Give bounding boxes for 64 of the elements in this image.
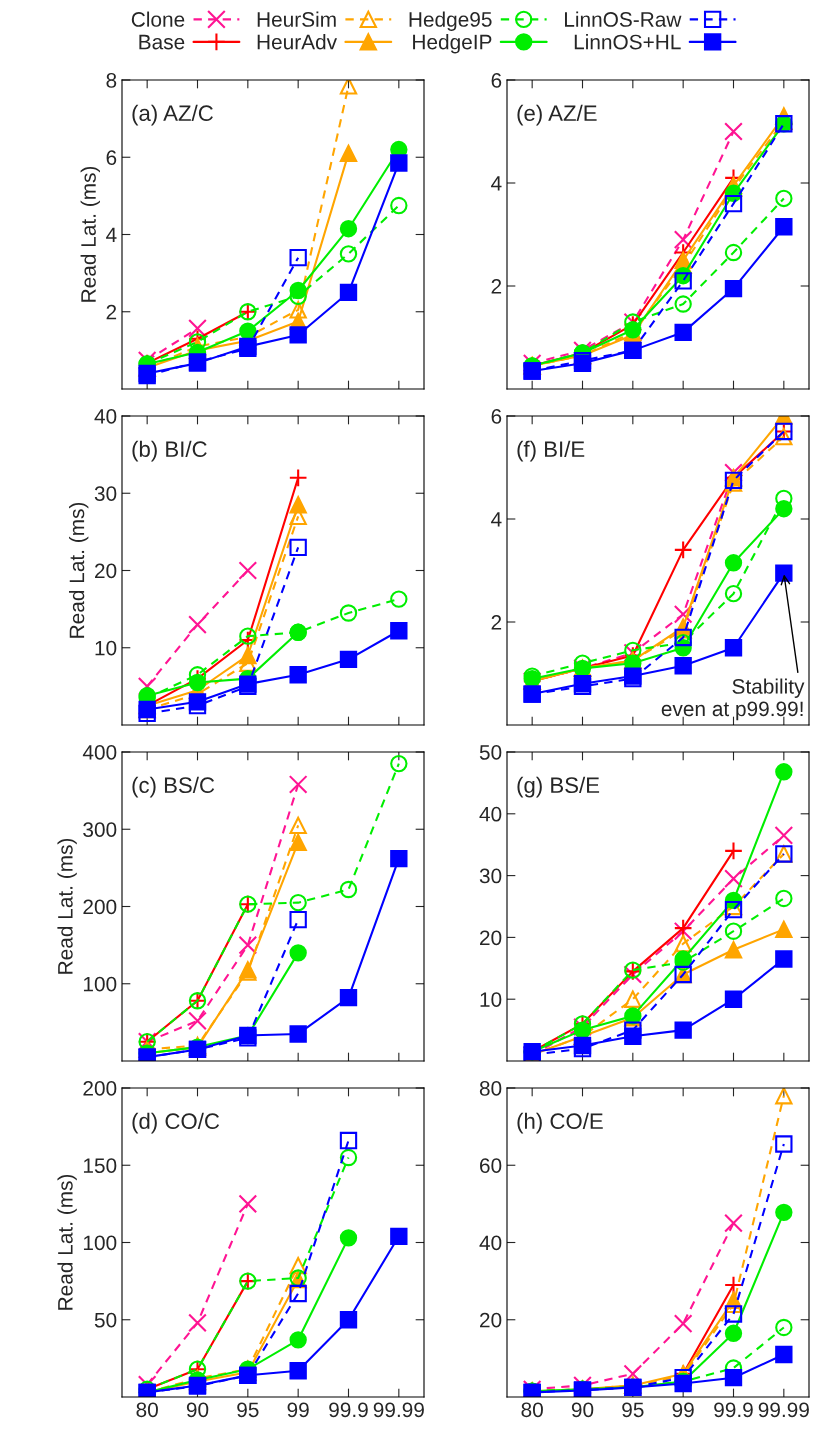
x-tick-label: 99 — [672, 1402, 694, 1418]
y-tick-label: 60 — [480, 1158, 502, 1173]
text: (h) CO/E — [517, 1112, 603, 1134]
y-tick-label: 100 — [83, 1235, 117, 1251]
y-tick-label: 40 — [479, 806, 502, 822]
x-tick-label: 99.99 — [758, 1402, 809, 1418]
y-axis-title: Read Lat. (ms) — [80, 166, 100, 302]
x-tick-label: 99.9 — [714, 1402, 753, 1418]
y-axis-title: Read Lat. (ms) — [57, 838, 77, 974]
y-tick-label: 4 — [106, 227, 117, 243]
x-tick-label: 80 — [521, 1402, 543, 1418]
legend-label: Base — [139, 34, 185, 50]
legend-label: LinnOS+HL — [574, 34, 681, 50]
x-tick-label: 99 — [287, 1402, 309, 1418]
y-tick-label: 50 — [94, 1312, 117, 1328]
text: (b) BI/C — [132, 440, 207, 462]
x-tick-label: 99.99 — [373, 1402, 424, 1418]
x-tick-label: 90 — [571, 1402, 594, 1418]
y-tick-label: 6 — [491, 409, 502, 424]
y-tick-label: 4 — [491, 176, 502, 191]
y-tick-label: 40 — [479, 1235, 502, 1251]
y-tick-label: 2 — [491, 615, 502, 630]
y-tick-label: 300 — [83, 822, 117, 837]
y-tick-label: 10 — [480, 992, 502, 1007]
y-axis-title: Read Lat. (ms) — [57, 1174, 77, 1310]
y-tick-label: 2 — [491, 279, 502, 294]
text: (f) BI/E — [517, 440, 585, 462]
y-tick-label: 20 — [480, 930, 502, 946]
legend-label: HeurSim — [257, 11, 336, 27]
x-tick-label: 80 — [136, 1402, 158, 1418]
y-tick-label: 30 — [479, 868, 502, 884]
y-tick-label: 10 — [95, 640, 117, 656]
text: (d) CO/C — [132, 1112, 220, 1134]
y-tick-label: 6 — [106, 150, 117, 165]
legend-label: Clone — [131, 11, 185, 27]
legend-label: LinnOS-Raw — [565, 11, 682, 27]
text: (c) BS/C — [132, 776, 215, 798]
y-tick-label: 8 — [106, 73, 117, 88]
legend-label: HedgeIP — [413, 34, 492, 54]
y-tick-label: 20 — [480, 1312, 502, 1328]
y-tick-label: 30 — [94, 486, 117, 501]
y-tick-label: 100 — [83, 976, 117, 992]
y-tick-label: 400 — [82, 745, 117, 760]
y-tick-label: 200 — [83, 899, 117, 915]
text: (g) BS/E — [517, 776, 600, 798]
y-axis-title: Read Lat. (ms) — [68, 502, 89, 638]
text: (a) AZ/C — [132, 104, 213, 126]
x-tick-label: 99.9 — [329, 1402, 368, 1418]
y-tick-label: 40 — [94, 409, 117, 424]
legend-label: Hedge95 — [409, 11, 492, 31]
text: (e) AZ/E — [517, 104, 597, 126]
annotation: Stability even at p99.99! — [661, 678, 805, 721]
legend-label: HeurAdv — [257, 34, 337, 50]
y-tick-label: 20 — [95, 563, 117, 579]
y-tick-label: 80 — [479, 1081, 502, 1096]
y-tick-label: 6 — [491, 73, 502, 88]
y-tick-label: 50 — [479, 745, 502, 760]
x-tick-label: 90 — [186, 1402, 209, 1418]
y-tick-label: 150 — [83, 1158, 117, 1173]
x-tick-label: 95 — [237, 1402, 259, 1418]
y-tick-label: 4 — [491, 512, 502, 527]
x-tick-label: 95 — [622, 1402, 644, 1418]
y-tick-label: 2 — [106, 304, 117, 320]
y-tick-label: 200 — [83, 1081, 117, 1096]
